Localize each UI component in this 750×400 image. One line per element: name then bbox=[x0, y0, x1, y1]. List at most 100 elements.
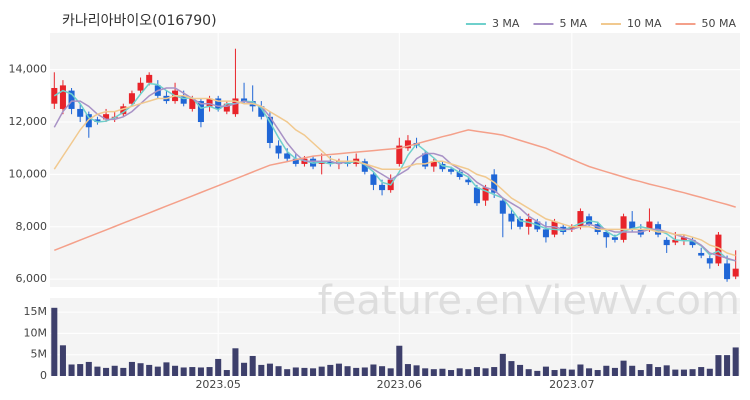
candle-body bbox=[258, 106, 265, 117]
candle-body bbox=[266, 116, 273, 143]
volume-bar bbox=[672, 369, 679, 376]
volume-bar bbox=[560, 368, 567, 376]
volume-bar bbox=[335, 363, 342, 376]
y-tick-label: 6,000 bbox=[16, 272, 48, 285]
candle-body bbox=[404, 140, 411, 149]
candle-body bbox=[241, 98, 248, 102]
candle-body bbox=[128, 93, 135, 104]
candle-body bbox=[577, 211, 584, 227]
candle-body bbox=[146, 74, 153, 83]
volume-bar bbox=[68, 364, 75, 376]
volume-bar bbox=[275, 366, 282, 376]
candle-body bbox=[284, 153, 291, 159]
volume-bar bbox=[180, 367, 187, 376]
volume-bar bbox=[163, 362, 170, 376]
legend-label: 3 MA bbox=[492, 17, 520, 30]
volume-bar bbox=[361, 367, 368, 376]
chart-title: 카나리아바이오(016790) bbox=[62, 13, 217, 29]
candle-body bbox=[448, 169, 455, 172]
volume-bar bbox=[568, 369, 575, 376]
candle-body bbox=[215, 98, 222, 109]
volume-bar bbox=[327, 364, 334, 376]
candle-body bbox=[706, 258, 713, 264]
volume-bar bbox=[128, 361, 135, 376]
volume-bar bbox=[111, 365, 118, 376]
volume-bar bbox=[387, 368, 394, 376]
volume-bar bbox=[689, 369, 696, 376]
ma-line bbox=[53, 95, 736, 257]
volume-bar bbox=[448, 370, 455, 376]
volume-bar bbox=[439, 368, 446, 376]
volume-bar bbox=[491, 367, 498, 376]
candle-body bbox=[120, 106, 127, 115]
candle-body bbox=[646, 221, 653, 230]
volume-bar bbox=[655, 367, 662, 376]
price-panel bbox=[50, 33, 740, 287]
candle-body bbox=[724, 263, 731, 280]
watermark: feature.enViewV.com bbox=[318, 278, 740, 324]
volume-bar bbox=[611, 367, 618, 376]
volume-bar bbox=[396, 345, 403, 376]
candle-body bbox=[689, 239, 696, 246]
candle-body bbox=[482, 187, 489, 201]
candle-body bbox=[223, 103, 230, 112]
volume-bar bbox=[258, 364, 265, 376]
volume-bar bbox=[120, 367, 127, 376]
volume-bar bbox=[637, 370, 644, 376]
legend-label: 5 MA bbox=[559, 17, 587, 30]
volume-tick-label: 5M bbox=[31, 348, 48, 361]
volume-bar bbox=[344, 366, 351, 376]
y-tick-label: 12,000 bbox=[9, 115, 48, 128]
candle-body bbox=[508, 213, 515, 222]
volume-bar bbox=[197, 367, 204, 376]
volume-bar bbox=[146, 364, 153, 376]
volume-bar bbox=[189, 367, 196, 376]
candle-body bbox=[103, 114, 110, 120]
candle-body bbox=[732, 268, 739, 277]
candle-body bbox=[232, 98, 239, 115]
candle-body bbox=[137, 82, 144, 91]
volume-bar bbox=[603, 365, 610, 376]
volume-bar bbox=[137, 363, 144, 376]
candle-body bbox=[517, 218, 524, 227]
candle-body bbox=[663, 239, 670, 246]
y-tick-label: 10,000 bbox=[9, 167, 48, 180]
legend-label: 10 MA bbox=[627, 17, 662, 30]
candle-body bbox=[499, 200, 506, 214]
volume-bar bbox=[680, 369, 687, 376]
volume-bar bbox=[85, 361, 92, 376]
candle-body bbox=[77, 108, 84, 117]
volume-bar bbox=[499, 353, 506, 376]
candle-body bbox=[698, 252, 705, 256]
x-tick-label: 2023.05 bbox=[195, 378, 241, 391]
volume-bar bbox=[698, 367, 705, 376]
volume-bar bbox=[482, 368, 489, 376]
volume-bar bbox=[266, 363, 273, 376]
volume-bar bbox=[59, 345, 66, 376]
candle-body bbox=[206, 98, 213, 107]
candle-body bbox=[620, 216, 627, 240]
candle-body bbox=[491, 174, 498, 193]
candle-body bbox=[680, 237, 687, 240]
y-tick-label: 14,000 bbox=[9, 63, 48, 76]
volume-bar bbox=[517, 364, 524, 376]
candle-body bbox=[465, 179, 472, 183]
candle-body bbox=[275, 145, 282, 154]
volume-bar bbox=[706, 368, 713, 376]
candle-body bbox=[422, 153, 429, 167]
volume-bar bbox=[663, 365, 670, 376]
candle-body bbox=[473, 187, 480, 204]
volume-bar bbox=[577, 364, 584, 376]
volume-bar bbox=[430, 369, 437, 376]
volume-bar bbox=[508, 361, 515, 376]
candle-body bbox=[629, 221, 636, 230]
candle-body bbox=[542, 229, 549, 238]
volume-bar bbox=[172, 365, 179, 376]
volume-bar bbox=[732, 347, 739, 376]
candle-body bbox=[568, 226, 575, 230]
candle-body bbox=[180, 95, 187, 104]
candle-body bbox=[379, 184, 386, 191]
volume-bar bbox=[310, 368, 317, 376]
candle-body bbox=[59, 85, 66, 109]
